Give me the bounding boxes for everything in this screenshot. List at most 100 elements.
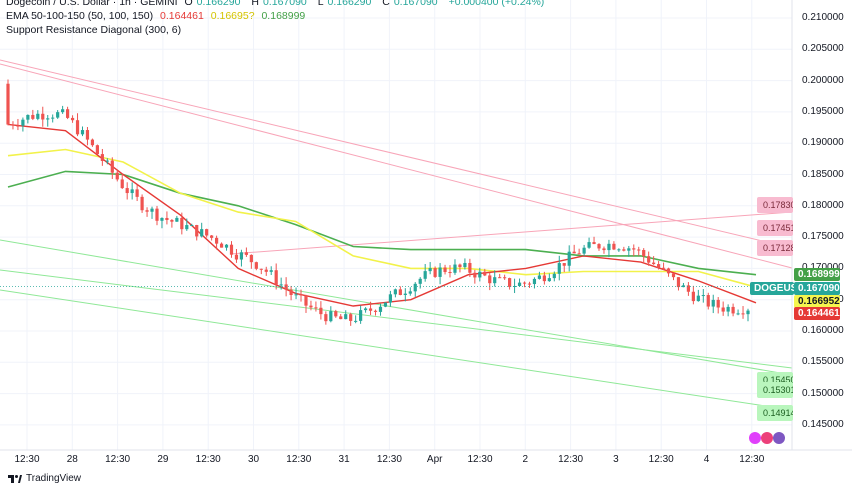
candle	[448, 272, 452, 274]
candle	[433, 268, 437, 277]
candle	[90, 139, 95, 146]
candle	[244, 252, 248, 255]
ema150-value: 0.168999	[261, 10, 306, 22]
candle	[393, 289, 397, 295]
candle	[65, 109, 70, 118]
candle	[224, 244, 229, 248]
candle	[403, 293, 407, 295]
candle	[592, 242, 596, 245]
candle	[120, 179, 124, 189]
price-tick: 0.190000	[802, 137, 844, 149]
candle	[145, 210, 149, 212]
candle	[219, 243, 224, 248]
candle	[577, 253, 581, 255]
ema100-line	[7, 148, 757, 288]
candle	[110, 160, 114, 173]
candle	[453, 264, 457, 273]
candle	[185, 225, 189, 230]
candle	[423, 271, 427, 279]
candle	[522, 282, 527, 284]
candle	[160, 217, 164, 221]
candle	[542, 275, 546, 282]
ema50-price-tag: 0.164461	[794, 307, 840, 320]
candle	[195, 225, 199, 237]
ohlc-open: O 0.166290	[184, 0, 241, 8]
candle	[468, 262, 472, 273]
candle	[632, 248, 636, 250]
price-tick: 0.175000	[802, 231, 844, 243]
candle	[736, 313, 740, 315]
tradingview-footer[interactable]: TradingView	[8, 473, 81, 484]
candle	[175, 217, 179, 222]
ema-legend[interactable]: EMA 50-100-150 (50, 100, 150) 0.164461 0…	[6, 10, 309, 22]
candles	[6, 79, 750, 326]
candle	[36, 113, 40, 119]
candle	[269, 270, 273, 272]
price-tick: 0.205000	[802, 43, 844, 55]
time-tick: Apr	[426, 454, 443, 465]
time-tick: 12:30	[105, 454, 131, 465]
price-tick: 0.185000	[802, 168, 844, 180]
candle	[726, 306, 730, 312]
price-change: +0.000400 (+0.24%)	[448, 0, 545, 8]
sr-legend[interactable]: Support Resistance Diagonal (300, 6)	[6, 24, 185, 36]
candle	[75, 120, 80, 135]
candle	[537, 275, 542, 279]
candle	[408, 291, 412, 294]
ema100-price-tag: 0.166952	[794, 295, 840, 308]
candle	[716, 299, 720, 308]
candle	[666, 268, 671, 274]
candle	[254, 262, 258, 269]
price-tick: 0.160000	[802, 325, 844, 336]
time-tick: 12:30	[14, 454, 40, 465]
candle	[557, 263, 561, 274]
candle	[671, 273, 676, 278]
candle	[11, 124, 15, 126]
candle	[493, 277, 497, 284]
ema50-line	[7, 123, 757, 307]
candle	[532, 278, 537, 285]
symbol-legend[interactable]: Dogecoin / U.S. Dollar · 1h · GEMINI O 0.…	[6, 0, 548, 8]
candle	[150, 208, 154, 212]
candle	[319, 307, 323, 315]
candle	[622, 249, 626, 251]
candle	[339, 316, 343, 320]
candle	[473, 272, 477, 278]
candle	[354, 320, 358, 322]
candle	[478, 271, 482, 278]
candle	[210, 235, 214, 238]
candle	[602, 248, 606, 251]
price-tick: 0.210000	[802, 12, 844, 23]
ema100-value: 0.16695?	[210, 10, 255, 22]
candle	[239, 252, 244, 260]
candle	[378, 306, 383, 312]
candle	[676, 277, 681, 288]
candle	[627, 248, 631, 251]
candle	[617, 249, 621, 251]
candle	[413, 283, 417, 292]
candle	[711, 299, 715, 307]
candle	[334, 311, 338, 317]
candle	[105, 160, 109, 162]
candle	[731, 306, 735, 314]
price-tick: 0.195000	[802, 105, 844, 117]
chart-nav-icons[interactable]	[748, 430, 788, 446]
candle	[388, 294, 393, 303]
candle	[552, 273, 556, 279]
candle	[70, 117, 75, 121]
candle	[329, 311, 333, 322]
support-line-2	[0, 269, 793, 369]
candle	[488, 275, 492, 284]
candle	[41, 113, 45, 120]
ema150-price-tag: 0.168999	[794, 268, 840, 281]
candle	[85, 130, 90, 140]
time-tick: 3	[613, 454, 619, 465]
candle	[741, 313, 745, 315]
alert-icon	[761, 432, 773, 444]
candle	[26, 114, 30, 120]
candle	[51, 117, 55, 119]
candle	[681, 285, 686, 288]
support-tag-3: 0.14914	[757, 405, 793, 421]
support-line-1	[0, 239, 793, 376]
